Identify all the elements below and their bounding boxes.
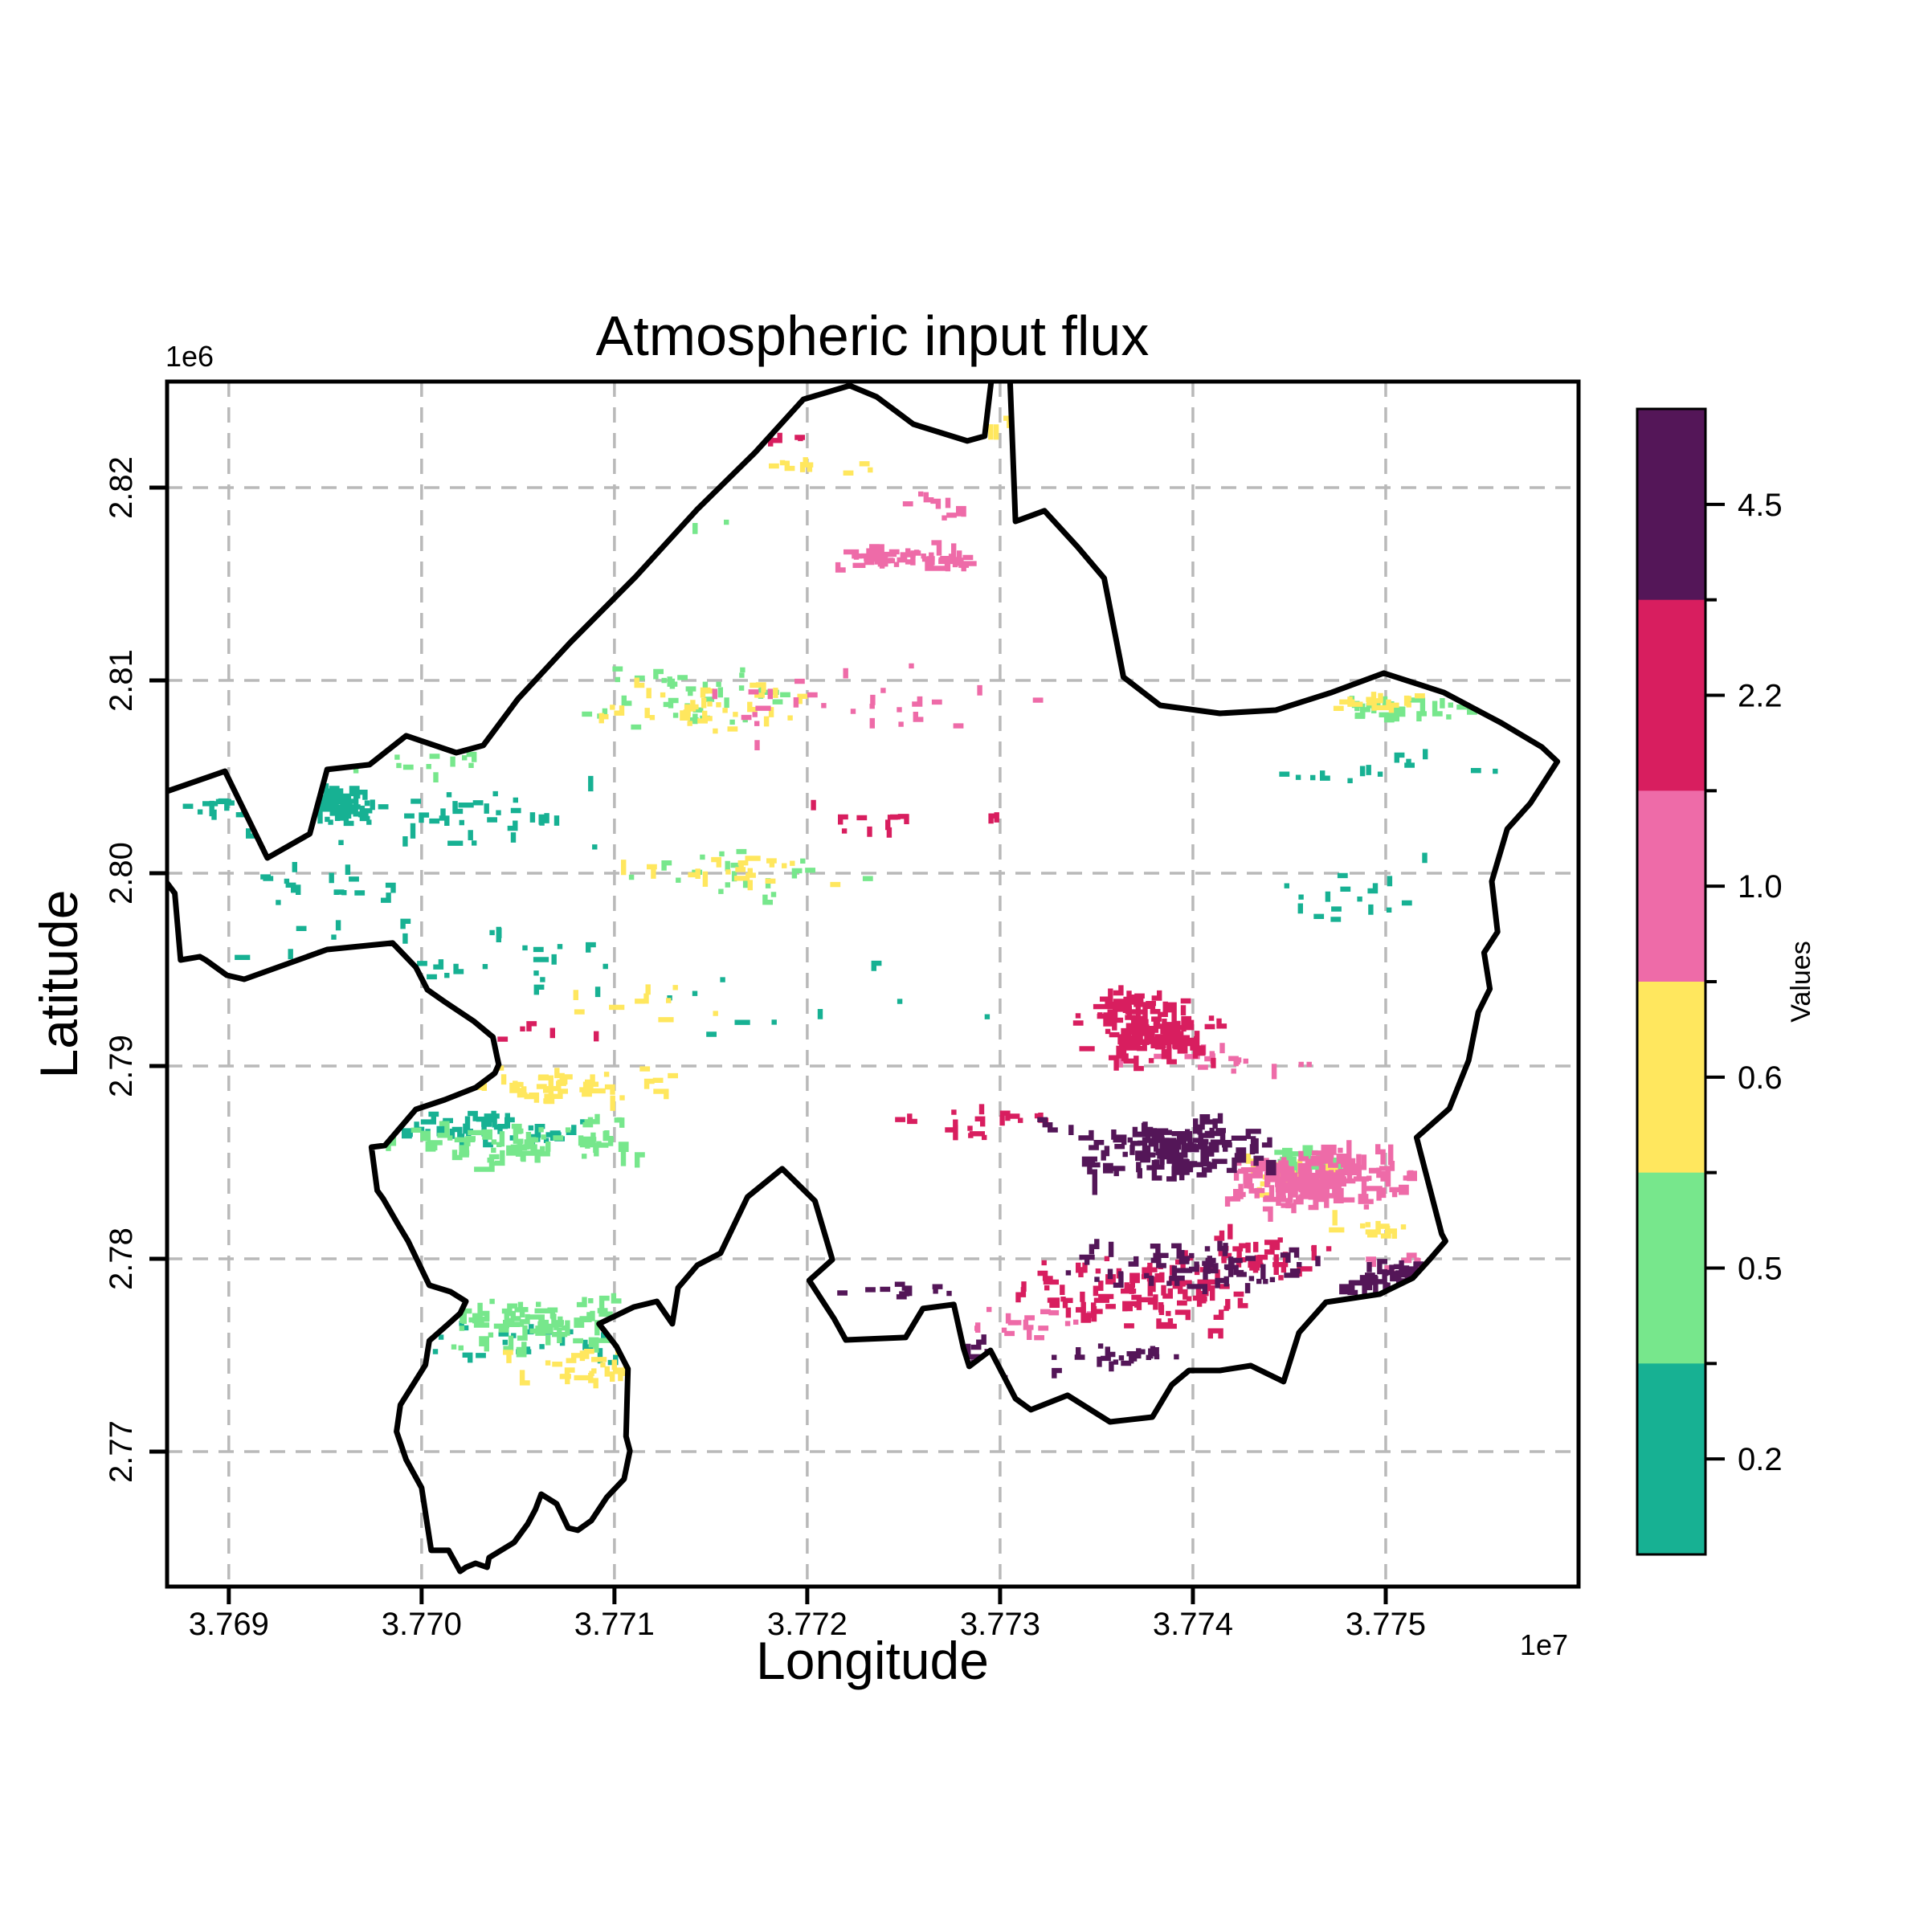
raster-cells-green <box>321 512 1477 1358</box>
colorbar-segment <box>1637 982 1705 1174</box>
y-tick-label: 2.80 <box>104 842 139 905</box>
colorbar-segment <box>1637 790 1705 982</box>
y-tick-label: 2.82 <box>104 456 139 519</box>
y-tick-label: 2.77 <box>104 1420 139 1483</box>
colorbar-segment <box>1637 1363 1705 1555</box>
raster-layer <box>182 410 1527 1399</box>
colorbar: 4.5 2.2 1.0 0.6 0.5 0.2 <box>1637 409 1783 1555</box>
catchment-boundary-outline <box>167 382 1561 1575</box>
x-tick-label: 3.774 <box>1153 1607 1233 1642</box>
raster-cells-pink <box>712 479 1527 1341</box>
colorbar-tick-label: 4.5 <box>1738 488 1783 523</box>
x-tick-label: 3.773 <box>960 1607 1040 1642</box>
gridlines <box>167 382 1579 1587</box>
y-tick-label: 2.79 <box>104 1035 139 1097</box>
colorbar-tick-label: 0.6 <box>1738 1060 1783 1096</box>
y-axis-offset-text: 1e6 <box>165 340 214 373</box>
x-tick-label: 3.769 <box>189 1607 269 1642</box>
raster-cells-purple <box>837 1113 1468 1399</box>
raster-cells-crimson <box>497 427 1332 1339</box>
plot-title: Atmospheric input flux <box>596 304 1150 367</box>
raster-clip-group <box>167 382 1561 1575</box>
colorbar-frame <box>1636 407 1707 1556</box>
y-axis-label: Latitude <box>29 890 88 1079</box>
colorbar-tick-label: 0.2 <box>1738 1442 1783 1477</box>
colorbar-label: Values <box>1786 941 1816 1022</box>
colorbar-tick-label: 2.2 <box>1738 679 1783 714</box>
x-axis-label: Longitude <box>756 1631 989 1690</box>
plot-frame <box>165 379 1581 1589</box>
x-tick-label: 3.771 <box>574 1607 655 1642</box>
x-axis: 3.769 3.770 3.771 3.772 3.773 3.774 3.775 <box>189 1587 1426 1642</box>
x-tick-label: 3.772 <box>767 1607 848 1642</box>
y-tick-label: 2.81 <box>104 649 139 712</box>
y-axis: 2.82 2.81 2.80 2.79 2.78 2.77 <box>104 456 167 1483</box>
colorbar-tick-label: 1.0 <box>1738 869 1783 905</box>
colorbar-segment <box>1637 409 1705 601</box>
x-tick-label: 3.770 <box>382 1607 462 1642</box>
colorbar-segment <box>1637 1172 1705 1364</box>
colorbar-tick-label: 0.5 <box>1738 1252 1783 1287</box>
x-axis-offset-text: 1e7 <box>1520 1628 1568 1661</box>
x-tick-label: 3.775 <box>1346 1607 1426 1642</box>
y-tick-label: 2.78 <box>104 1227 139 1290</box>
colorbar-segment <box>1637 599 1705 791</box>
